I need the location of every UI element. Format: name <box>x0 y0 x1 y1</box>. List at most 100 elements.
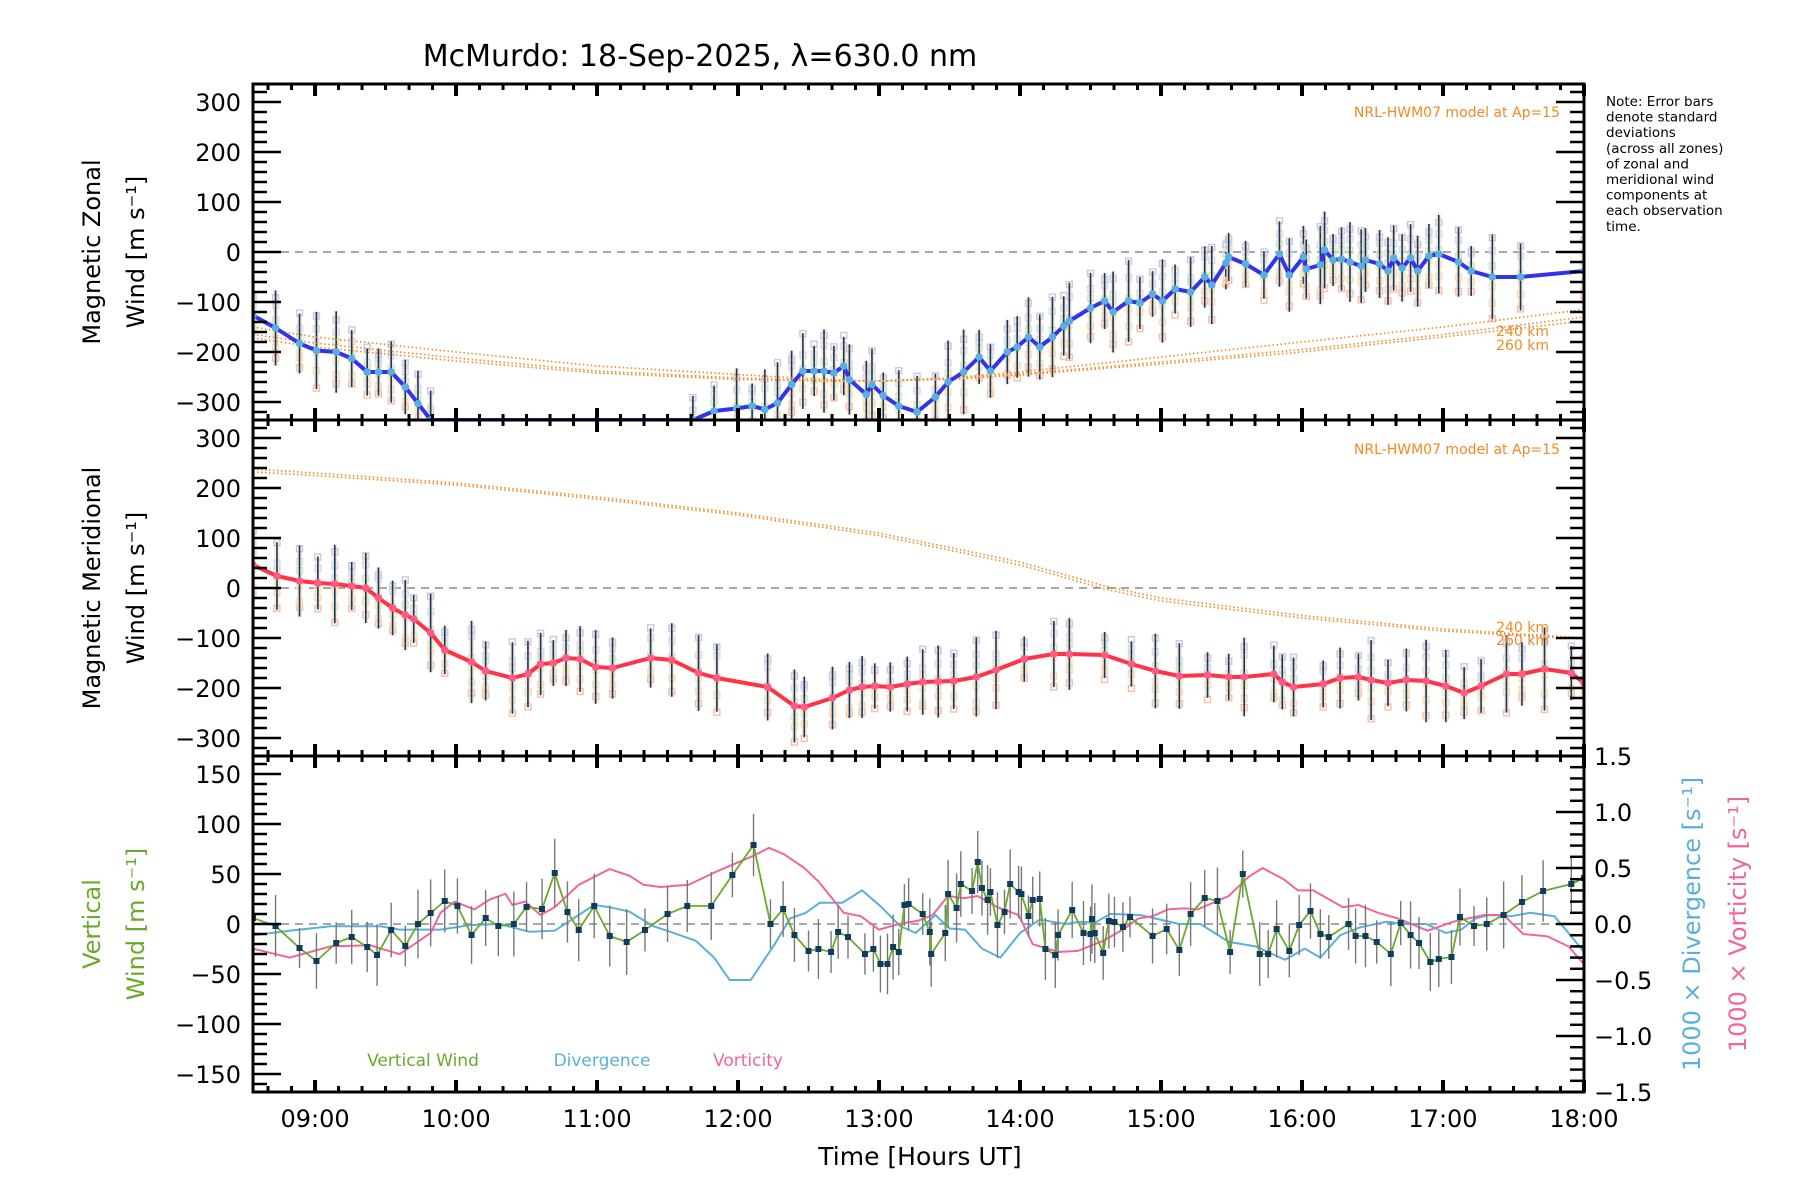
vertical-wind-point <box>414 921 421 927</box>
mean-wind-point <box>1124 297 1133 305</box>
mean-wind-point <box>913 408 921 416</box>
mean-wind-point <box>1398 264 1406 272</box>
mean-wind-point <box>273 572 281 580</box>
vertical-wind-point <box>1029 897 1036 903</box>
zone-sample-marker <box>1580 707 1584 716</box>
vertical-wind-point <box>835 929 842 935</box>
vertical-wind-point <box>877 961 884 967</box>
mean-wind-point <box>949 677 958 685</box>
vertical-wind-point <box>1427 959 1434 965</box>
vertical-wind-point <box>1325 934 1332 940</box>
mean-wind-point <box>1136 299 1144 307</box>
mean-wind-point <box>944 378 952 386</box>
vertical-wind-point <box>957 881 964 887</box>
mean-wind-point <box>862 390 871 399</box>
mean-wind-point <box>1278 678 1287 686</box>
vertical-wind-point <box>1483 921 1490 927</box>
vertical-wind-point <box>815 946 822 952</box>
left-y-tick-label: 0 <box>226 911 241 939</box>
mean-wind-point <box>1013 343 1021 351</box>
mean-wind-point <box>858 683 866 691</box>
mean-wind-point <box>1224 253 1233 261</box>
mean-wind-point <box>1406 254 1415 262</box>
vertical-wind-point <box>1126 914 1133 920</box>
zone-sample-marker <box>690 439 696 445</box>
mean-wind-point <box>1285 271 1294 279</box>
vertical-wind-point <box>978 885 985 891</box>
mean-wind-point <box>1024 333 1033 341</box>
x-axis: 09:00 10:00 11:00 12:00 13:00 14:00 15:00 16:00… <box>280 1105 1618 1133</box>
vertical-wind-line <box>253 842 1584 965</box>
vertical-wind-point <box>884 961 891 967</box>
x-axis-label: Time [Hours UT] <box>817 1142 1021 1171</box>
vertical-wind-point <box>1448 954 1455 960</box>
vertical-wind-point <box>1036 896 1043 902</box>
vertical-wind-point <box>1091 930 1098 936</box>
vertical-wind-point <box>1069 907 1076 913</box>
meridional-ylabel: Magnetic Meridional Wind [m s⁻¹] <box>78 467 150 710</box>
mean-wind-point <box>1059 322 1068 330</box>
vertical-wind-point <box>1055 932 1062 938</box>
plot-area <box>253 211 1584 451</box>
vertical-wind-point <box>805 948 812 954</box>
mean-wind-point <box>870 682 879 690</box>
vertical-wind-point <box>767 921 774 927</box>
mean-wind-point <box>1260 271 1268 279</box>
mean-wind-point <box>1329 256 1337 264</box>
mean-wind-point <box>1467 267 1476 275</box>
vertical-wind-point <box>364 944 371 950</box>
note-line: Note: Error bars <box>1606 94 1713 110</box>
mean-wind-point <box>330 580 339 588</box>
mean-wind-point <box>1361 256 1370 264</box>
vertical-wind-point <box>1286 948 1293 954</box>
x-tick-label: 15:00 <box>1126 1105 1195 1133</box>
left-y-tick-label: 0 <box>226 239 241 267</box>
vertical-wind-point <box>1352 933 1359 939</box>
vertical-wind-point <box>942 930 949 936</box>
mean-wind-point <box>608 664 617 672</box>
vertical-wind-point <box>1456 914 1463 920</box>
mean-wind-point <box>845 375 854 384</box>
meridional-model-240km-label: 240 km <box>1496 620 1549 636</box>
vertical-wind-point <box>919 911 926 917</box>
mean-wind-point <box>886 683 895 691</box>
vertical-wind-point <box>1471 923 1478 929</box>
zone-sample-marker <box>749 422 755 428</box>
zone-sample-marker <box>762 429 768 435</box>
mean-wind-point <box>426 629 435 637</box>
right-y-tick-label: 0.5 <box>1594 855 1632 883</box>
mean-wind-point <box>1100 297 1109 305</box>
left-y-tick-label: −150 <box>175 1061 241 1089</box>
left-y-tick-label: −100 <box>175 1011 241 1039</box>
mean-wind-point <box>312 346 321 355</box>
left-y-tick-label: −300 <box>175 725 241 753</box>
x-tick-label: 10:00 <box>421 1105 490 1133</box>
zone-sample-marker <box>415 427 421 433</box>
vertical-wind-point <box>388 927 395 933</box>
mean-wind-point <box>1241 260 1250 268</box>
mean-wind-point <box>1434 250 1443 258</box>
mean-wind-point <box>1375 260 1384 268</box>
zone-sample-marker <box>1580 691 1584 699</box>
mean-wind-point <box>1222 259 1230 267</box>
zone-sample-marker <box>253 550 257 558</box>
vertical-wind-point <box>641 927 648 933</box>
mean-wind-point <box>374 368 383 376</box>
note-line: deviations <box>1606 125 1676 141</box>
legend-divergence: Divergence <box>554 1051 651 1071</box>
vertical-ylabel: Vertical Wind [m s⁻¹] <box>78 848 150 1000</box>
mean-wind-point <box>1127 660 1136 668</box>
vertical-wind-point <box>984 897 991 903</box>
left-y-tick-label: −200 <box>175 675 241 703</box>
vertical-wind-point <box>575 927 582 933</box>
mean-wind-point <box>440 646 449 654</box>
mean-wind-point <box>1384 679 1392 687</box>
vertical-wind-point <box>454 903 461 909</box>
vorticity-line <box>253 846 1584 965</box>
zone-sample-marker <box>428 445 434 451</box>
mean-wind-point <box>1425 252 1433 260</box>
left-y-tick-label: 50 <box>210 861 241 889</box>
vertical-wind-point <box>828 949 835 955</box>
x-tick-label: 13:00 <box>844 1105 913 1133</box>
